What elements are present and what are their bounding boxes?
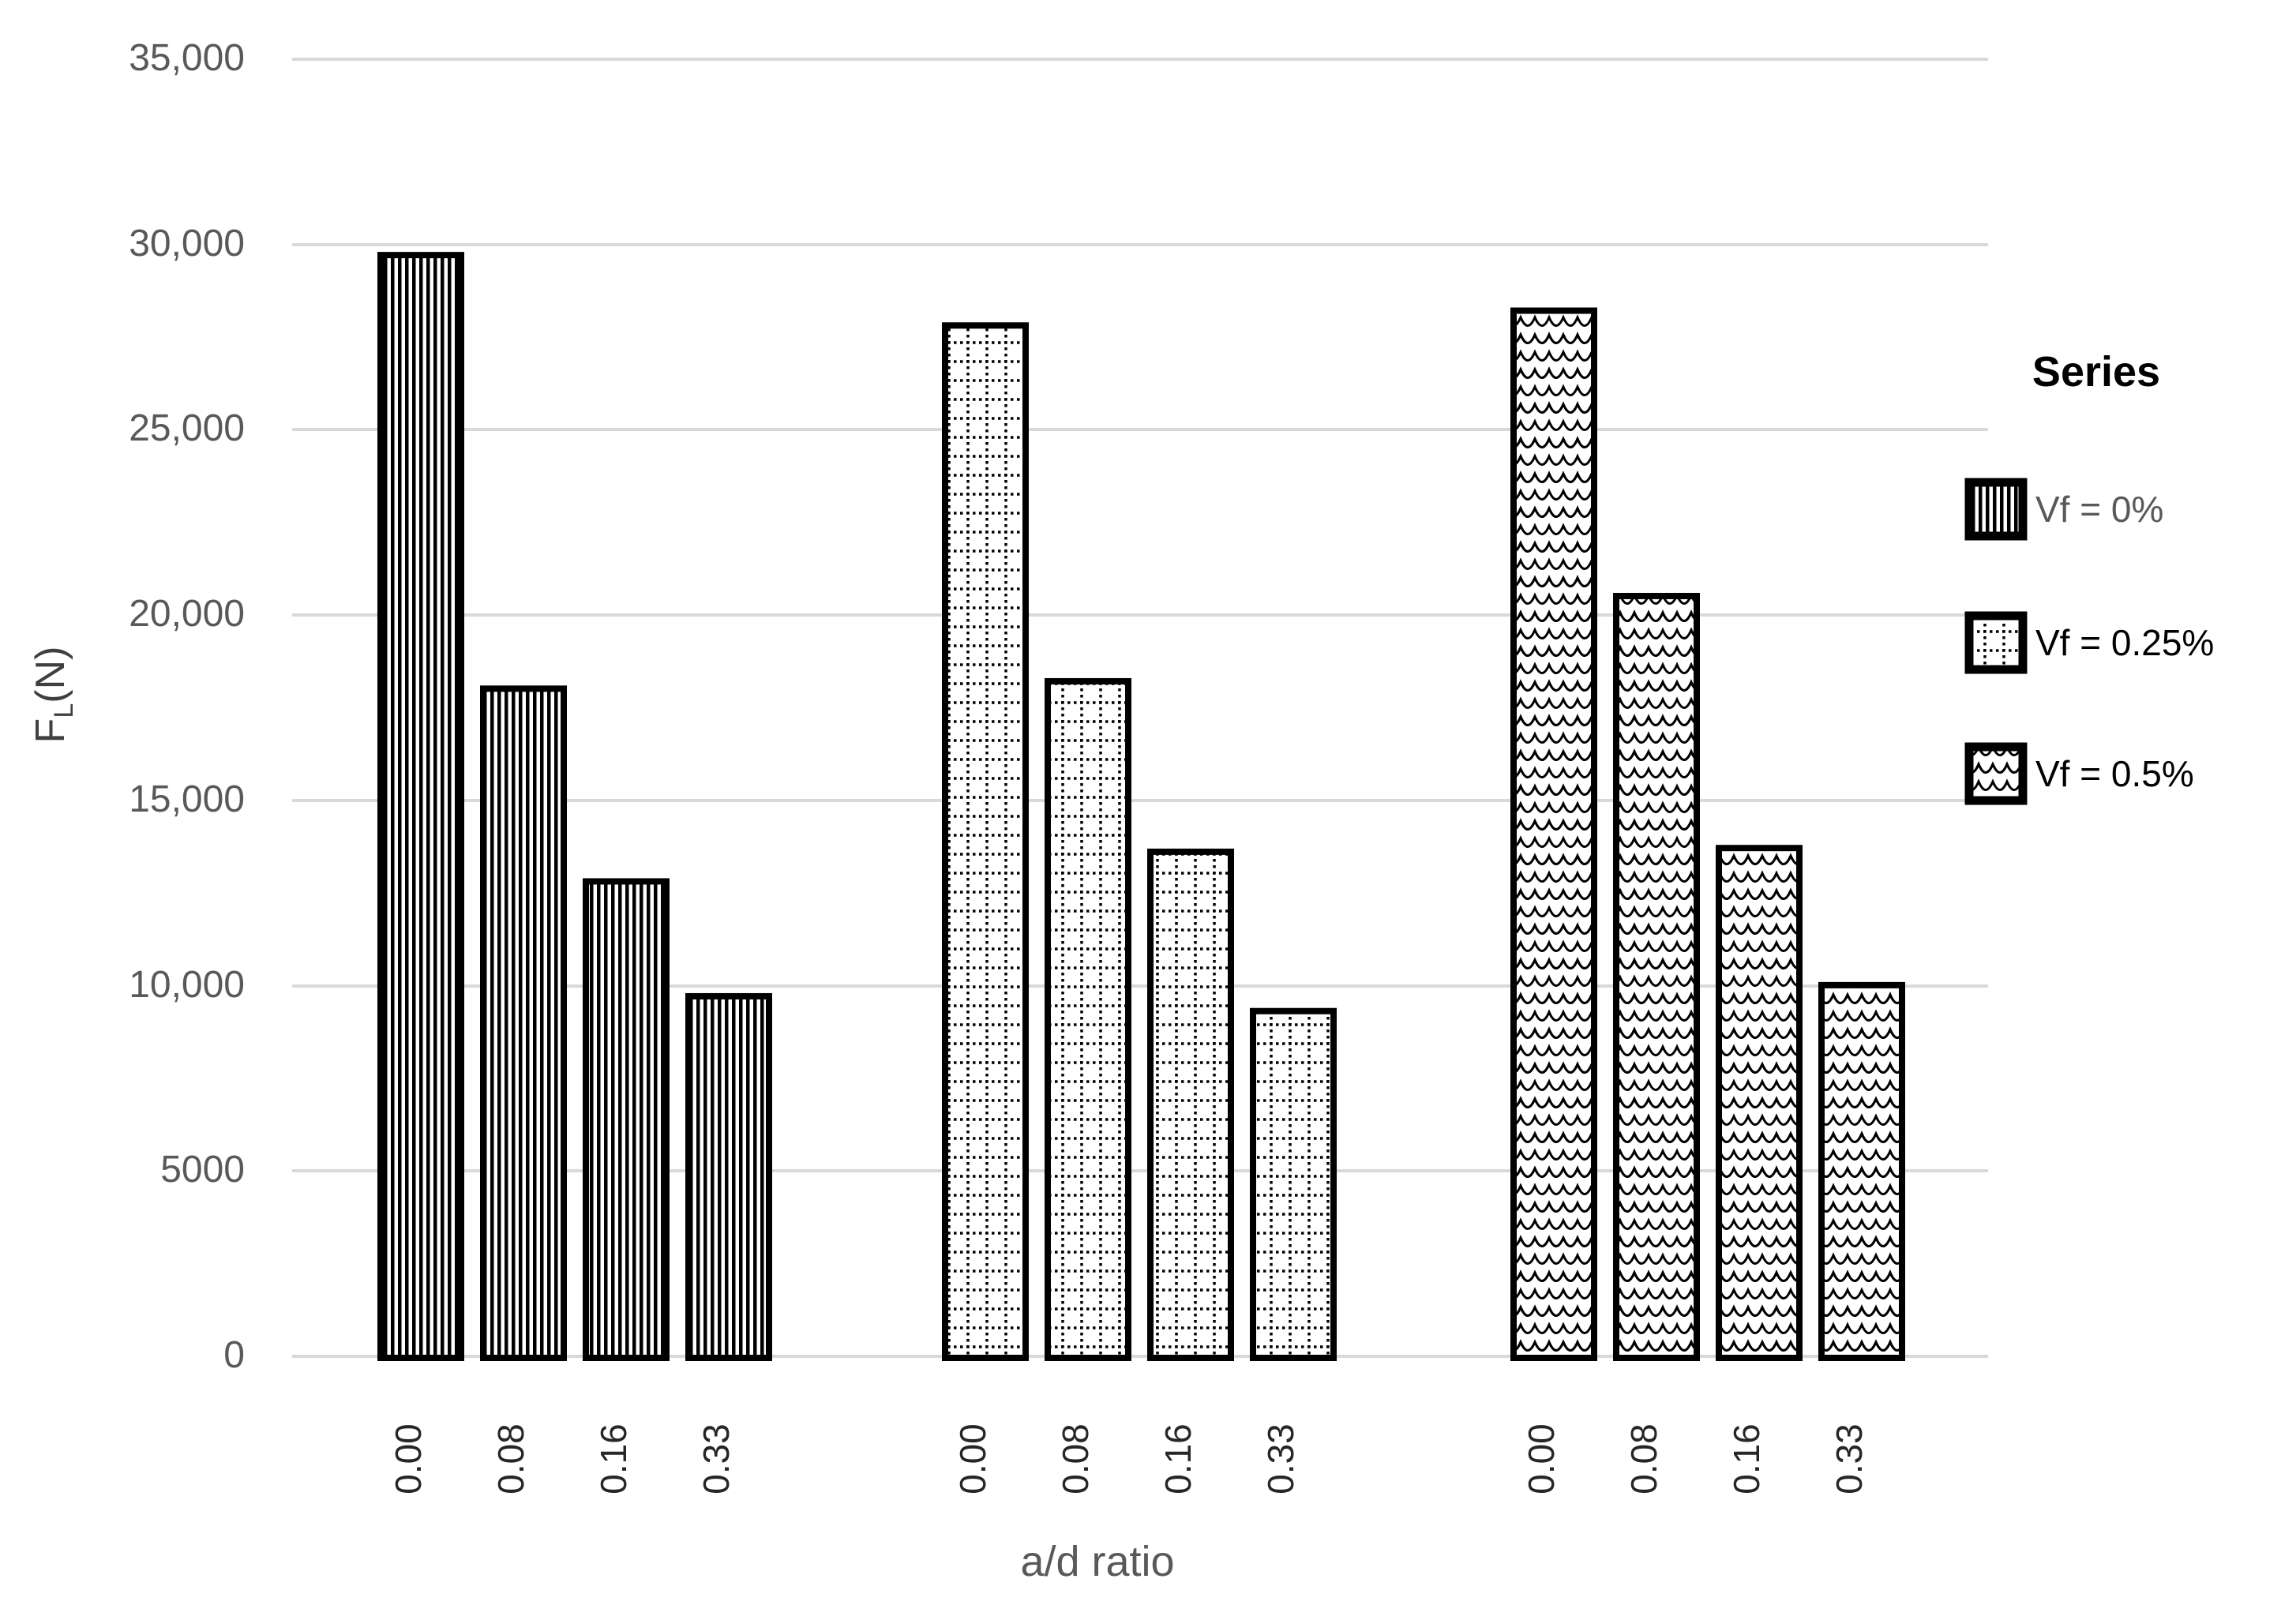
legend-label: Vf = 0%: [2035, 489, 2164, 530]
x-tick-label: 0.16: [1726, 1423, 1767, 1494]
x-tick-label: 0.00: [1521, 1423, 1562, 1494]
gridline: [292, 984, 1988, 988]
x-tick-label: 0.16: [593, 1423, 634, 1494]
x-tick-label: 0.33: [1260, 1423, 1301, 1494]
y-tick-label: 30,000: [129, 222, 245, 264]
x-tick-label: 0.33: [1829, 1423, 1870, 1494]
x-tick-label: 0.08: [1055, 1423, 1096, 1494]
legend-swatch-vertical-lines-icon: [1964, 478, 2028, 541]
gridline: [292, 613, 1988, 617]
y-tick-label: 5000: [160, 1149, 245, 1191]
x-tick-label: 0.16: [1157, 1423, 1199, 1494]
legend-swatch-dotted-grid-icon: [1964, 611, 2028, 674]
gridline: [292, 1355, 1988, 1358]
legend-label: Vf = 0.25%: [2035, 622, 2215, 663]
y-tick-label: 20,000: [129, 593, 245, 636]
legend-item: Vf = 0.25%: [1942, 611, 2290, 674]
bar-Vf0.5-0.08: [1613, 592, 1700, 1361]
bar-Vf0-0.16: [583, 878, 670, 1361]
bar-Vf0.25-0.00: [942, 322, 1029, 1361]
gridline: [292, 428, 1988, 432]
bar-Vf0.5-0.00: [1510, 307, 1597, 1362]
bar-Vf0-0.33: [685, 992, 772, 1361]
y-tick-label: 25,000: [129, 407, 245, 450]
y-tick-label: 0: [223, 1334, 245, 1376]
bar-Vf0-0.08: [480, 685, 567, 1361]
legend-swatch-waves-icon: [1964, 742, 2028, 805]
x-tick-label: 0.08: [1623, 1423, 1664, 1494]
bar-Vf0.5-0.33: [1818, 981, 1905, 1362]
legend-label: Vf = 0.5%: [2035, 753, 2194, 794]
gridline: [292, 798, 1988, 802]
bar-Vf0.25-0.08: [1045, 677, 1131, 1361]
legend-title: Series: [2032, 348, 2161, 396]
y-axis-title: FL(N): [27, 646, 80, 744]
bar-Vf0.25-0.33: [1250, 1007, 1337, 1362]
gridline: [292, 1169, 1988, 1173]
x-axis-title: a/d ratio: [1020, 1538, 1175, 1585]
legend-item: Vf = 0.5%: [1942, 742, 2290, 805]
bar-Vf0.5-0.16: [1716, 845, 1803, 1361]
bar-Vf0-0.00: [377, 252, 464, 1361]
y-tick-label: 35,000: [129, 37, 245, 79]
bar-Vf0.25-0.16: [1147, 848, 1234, 1361]
y-tick-label: 10,000: [129, 963, 245, 1006]
gridline: [292, 242, 1988, 246]
y-axis-title-suffix: (N): [27, 646, 73, 703]
y-axis-title-base: F: [27, 718, 73, 744]
y-axis-title-subscript: L: [49, 703, 80, 718]
x-tick-label: 0.00: [388, 1423, 429, 1494]
x-tick-label: 0.33: [696, 1423, 737, 1494]
y-tick-label: 15,000: [129, 778, 245, 820]
x-tick-label: 0.00: [952, 1423, 993, 1494]
gridline: [292, 58, 1988, 61]
legend-item: Vf = 0%: [1942, 478, 2290, 541]
x-tick-label: 0.08: [490, 1423, 531, 1494]
